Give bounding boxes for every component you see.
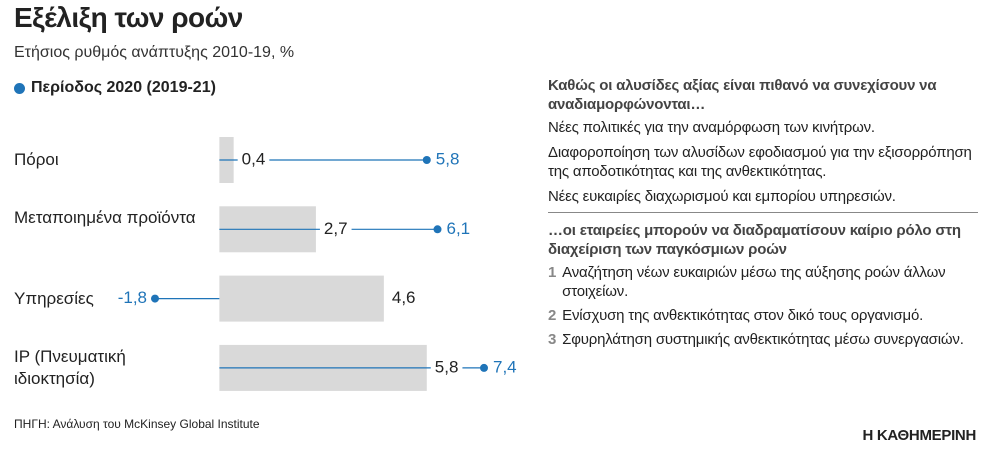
list-item: 3 Σφυρηλάτηση συστημικής ανθεκτικότητας μ… (548, 330, 978, 349)
dot-value-label: 7,4 (493, 357, 517, 376)
list-item: 1 Αναζήτηση νέων ευκαιριών μέσω της αύξησ… (548, 263, 978, 301)
bar-value-label: 5,8 (435, 357, 459, 376)
label-bg (319, 218, 352, 241)
item-text: Σφυρηλάτηση συστημικής ανθεκτικότητας μέ… (562, 331, 964, 348)
dot (433, 225, 442, 234)
item: Νέες πολιτικές για την αναμόρφωση των κι… (548, 119, 875, 136)
chart: 0,4 5,8 2,7 6,1 4,6 -1,8 5,8 7,4 (118, 137, 517, 391)
item: Νέες ευκαιρίες διαχωρισμού και εμπορίου … (548, 188, 896, 205)
bar-value-label: 0,4 (242, 149, 266, 168)
chart-title: Εξέλιξη των ροών (14, 2, 243, 33)
category-label: Υπηρεσίες (14, 288, 94, 308)
item-text: Ενίσχυση της ανθεκτικότητας στον δικό το… (562, 307, 924, 324)
dot (480, 363, 488, 372)
label-bg (237, 149, 270, 171)
bar (219, 275, 384, 322)
item-number: 1 (548, 264, 557, 281)
section-items: Νέες πολιτικές για την αναμόρφωση των κι… (548, 118, 978, 206)
source: ΠΗΓΗ: Ανάλυση του McKinsey Global Instit… (14, 417, 260, 431)
dot-value-label: 6,1 (447, 219, 471, 238)
sidebar: Καθώς οι αλυσίδες αξίας είναι πιθανό να … (548, 76, 978, 354)
numbered-list: 1 Αναζήτηση νέων ευκαιριών μέσω της αύξησ… (548, 263, 978, 349)
legend: Περίοδος 2020 (2019-21) (14, 79, 216, 97)
category-label: IP (Πνευματική ιδιοκτησία) (14, 346, 126, 388)
dot (151, 294, 159, 303)
item-text: Αναζήτηση νέων ευκαιριών μέσω της αύξηση… (562, 264, 946, 300)
label-bg (387, 287, 420, 310)
section-heading: Καθώς οι αλυσίδες αξίας είναι πιθανό να … (548, 77, 937, 113)
label-bg (430, 356, 463, 379)
category-label: Πόροι (14, 150, 59, 169)
bar-value-label: 4,6 (392, 288, 416, 307)
dot-value-label: -1,8 (118, 288, 147, 307)
dot (422, 156, 431, 164)
item: Διαφοροποίηση των αλυσίδων εφοδιασμού γι… (548, 144, 972, 180)
category-label: Μεταποιημένα προϊόντα (14, 208, 196, 228)
brand: Η ΚΑΘΗΜΕΡΙΝΗ (862, 427, 977, 444)
chart-subtitle: Ετήσιος ρυθμός ανάπτυξης 2010-19, % (14, 44, 295, 61)
legend-dot (14, 82, 25, 94)
legend-label: Περίοδος 2020 (2019-21) (31, 79, 216, 96)
dot-value-label: 5,8 (436, 149, 460, 168)
section-heading: …οι εταιρείες μπορούν να διαδραματίσουν … (548, 222, 961, 258)
item-number: 2 (548, 307, 557, 324)
list-item: 2 Ενίσχυση της ανθεκτικότητας στον δικό τ… (548, 306, 978, 325)
bar-value-label: 2,7 (324, 219, 348, 238)
item-number: 3 (548, 331, 557, 348)
separator (548, 212, 978, 213)
